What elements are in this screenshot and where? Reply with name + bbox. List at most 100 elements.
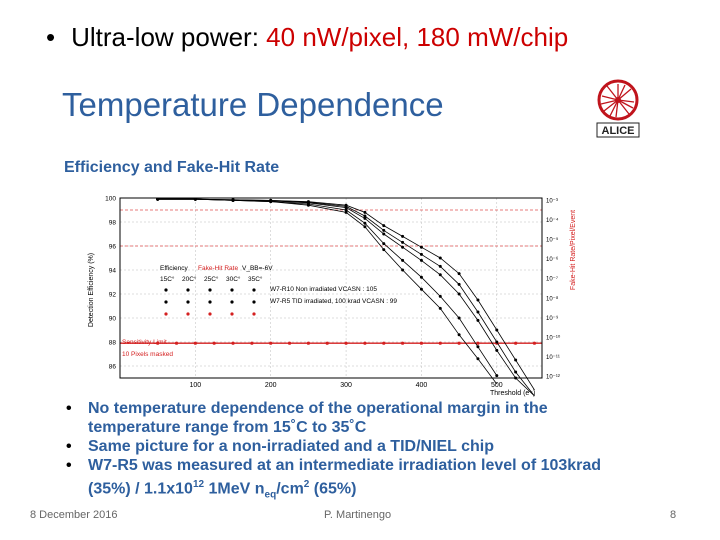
fake-hit-point xyxy=(193,341,197,345)
efficiency-point xyxy=(419,275,423,279)
efficiency-point xyxy=(363,214,367,218)
legend-marker-efficiency xyxy=(252,288,256,292)
bullet-text-part: 1MeV n xyxy=(204,480,265,498)
bullet-sup: 12 xyxy=(192,479,205,490)
y-tick-label: 86 xyxy=(109,364,117,371)
plot-frame xyxy=(119,197,543,379)
footer-date: 8 December 2016 xyxy=(30,509,118,521)
bullet-item: W7-R5 was measured at an intermediate ir… xyxy=(66,456,626,505)
y2-axis-label: Fake-Hit Rate/Pixel/Event xyxy=(570,210,577,290)
legend-marker-efficiency xyxy=(164,288,168,292)
efficiency-point xyxy=(476,318,480,322)
y-tick-label: 96 xyxy=(109,244,117,251)
efficiency-point xyxy=(401,234,405,238)
efficiency-point xyxy=(231,198,235,202)
efficiency-point xyxy=(419,252,423,256)
y2-tick-label: 10⁻¹¹ xyxy=(546,355,560,361)
top-bullet-highlight: 40 nW/pixel, 180 mW/chip xyxy=(266,22,569,52)
fake-hit-point xyxy=(514,341,518,345)
legend-marker-fakehit xyxy=(252,312,256,316)
efficiency-point xyxy=(495,328,499,332)
footer-author: P. Martinengo xyxy=(324,509,392,521)
efficiency-point xyxy=(438,264,442,268)
top-bullet-prefix: Ultra-low power: xyxy=(71,22,267,52)
efficiency-point xyxy=(401,245,405,249)
fake-hit-point xyxy=(231,341,235,345)
footer-page-number: 8 xyxy=(670,509,677,521)
efficiency-point xyxy=(476,345,480,349)
legend-header-vbb: V_BB=-6V xyxy=(242,265,273,272)
fake-hit-point xyxy=(457,341,461,345)
legend-marker-fakehit xyxy=(164,312,168,316)
legend-temp-35: 35C° xyxy=(248,275,263,283)
y-tick-label: 94 xyxy=(109,268,117,275)
legend-marker-fakehit xyxy=(230,312,234,316)
bullet-text-part: /cm xyxy=(276,480,304,498)
x-axis-label: Threshold (e⁻) xyxy=(490,390,535,397)
fake-hit-point xyxy=(269,341,273,345)
y2-tick-label: 10⁻⁶ xyxy=(546,256,559,263)
efficiency-point xyxy=(382,232,386,236)
y2-tick-label: 10⁻⁴ xyxy=(546,217,559,224)
efficiency-point xyxy=(419,258,423,262)
annotation-sensitivity-limit: Sensitivity Limit xyxy=(122,339,167,346)
efficiency-point xyxy=(457,316,461,320)
efficiency-point xyxy=(457,272,461,276)
fake-hit-point xyxy=(419,341,424,345)
legend-temp-25: 25C° xyxy=(204,275,219,283)
efficiency-point xyxy=(495,348,499,352)
bullet-sub: eq xyxy=(264,489,277,501)
efficiency-point xyxy=(382,248,386,252)
fake-hit-point xyxy=(250,341,254,345)
bullet-text: No temperature dependence of the operati… xyxy=(88,400,548,436)
annotation-pixels-masked: 10 Pixels masked xyxy=(122,351,173,358)
legend-marker-efficiency xyxy=(186,288,190,292)
bullet-sup: 2 xyxy=(303,479,310,490)
top-bullet: • Ultra-low power: 40 nW/pixel, 180 mW/ch… xyxy=(46,22,568,53)
bullet-text-part: W7-R5 was measured at an intermediate ir… xyxy=(88,457,602,498)
legend-temp-30: 30C° xyxy=(226,275,241,283)
fake-hit-point xyxy=(212,341,216,345)
y-tick-label: 100 xyxy=(105,196,116,203)
efficiency-point xyxy=(363,216,367,220)
legend-temp-15: 15C° xyxy=(160,275,175,283)
legend-row-nonirradiated: W7-R10 Non irradiated VCASN : 105 xyxy=(270,286,377,293)
legend-marker-efficiency xyxy=(186,300,190,304)
efficiency-point xyxy=(514,370,518,374)
legend-marker-fakehit xyxy=(186,312,190,316)
efficiency-point xyxy=(476,357,480,361)
efficiency-point xyxy=(401,258,405,262)
fake-hit-point xyxy=(382,341,386,345)
y-tick-label: 92 xyxy=(109,292,117,299)
fake-hit-point xyxy=(156,341,160,345)
efficiency-point xyxy=(457,282,461,286)
efficiency-point xyxy=(269,200,273,204)
fake-hit-point xyxy=(476,341,480,345)
fake-hit-point xyxy=(400,341,405,345)
legend-marker-efficiency xyxy=(208,300,212,304)
efficiency-point xyxy=(438,306,442,310)
efficiency-point xyxy=(495,340,499,344)
y2-tick-label: 10⁻¹² xyxy=(546,375,560,381)
legend-marker-efficiency xyxy=(252,300,256,304)
fake-hit-point xyxy=(363,341,367,345)
y2-tick-label: 10⁻⁷ xyxy=(546,276,558,283)
legend-header-efficiency: Efficiency xyxy=(160,265,188,272)
fake-hit-point xyxy=(306,341,310,345)
efficiency-point xyxy=(344,210,348,214)
alice-logo-icon: ALICE xyxy=(596,79,640,138)
fake-hit-point xyxy=(344,341,348,345)
bullet-item: No temperature dependence of the operati… xyxy=(66,399,626,437)
bullet-dot: • xyxy=(46,22,56,52)
y-axis-label: Detection Efficiency (%) xyxy=(88,253,95,327)
x-tick-label: 500 xyxy=(491,382,503,389)
legend-marker-efficiency xyxy=(164,300,168,304)
efficiency-point xyxy=(382,228,386,232)
x-tick-label: 300 xyxy=(340,382,352,389)
efficiency-point xyxy=(514,358,518,362)
fake-hit-point xyxy=(287,341,292,345)
efficiency-point xyxy=(419,287,423,291)
bullet-text-part: (65%) xyxy=(309,480,357,498)
chart-subtitle: Efficiency and Fake-Hit Rate xyxy=(64,159,280,176)
efficiency-point xyxy=(401,268,405,272)
